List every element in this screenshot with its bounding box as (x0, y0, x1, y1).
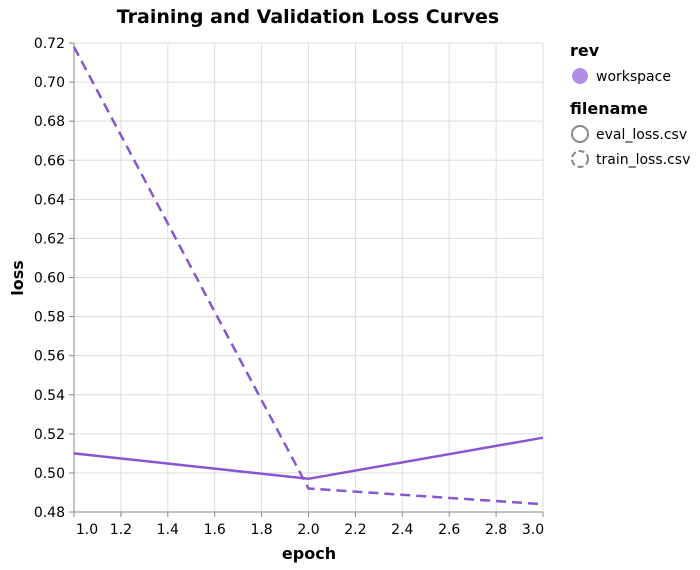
y-tick-label: 0.48 (34, 505, 65, 521)
x-tick-label: 3.0 (522, 522, 544, 538)
x-tick-label: 2.6 (438, 522, 460, 538)
y-tick-label: 0.52 (34, 427, 65, 443)
y-tick-label: 0.62 (34, 231, 65, 247)
x-tick-label: 1.0 (76, 522, 98, 538)
x-tick-labels: 1.0 1.2 1.4 1.6 1.8 2.0 2.2 2.4 2.6 2.8 3.0 (76, 522, 544, 538)
legend-label-train-loss: train_loss.csv (596, 152, 690, 168)
legend-symbol-eval-loss (571, 125, 589, 143)
x-tick-label: 2.4 (391, 522, 413, 538)
y-tick-label: 0.56 (34, 349, 65, 365)
y-tick-label: 0.68 (34, 114, 65, 130)
legend-symbol-train-loss (571, 150, 589, 168)
series-line-eval-loss (73, 436, 544, 481)
y-tick-label: 0.54 (34, 388, 65, 404)
series-line-train-loss (72, 46, 544, 506)
x-tick-label: 1.4 (157, 522, 179, 538)
series-layer (72, 46, 544, 506)
legend-swatch-workspace (572, 68, 588, 84)
x-tick-label: 1.2 (110, 522, 132, 538)
y-tick-label: 0.70 (34, 75, 65, 91)
legend-title-filename: filename (570, 99, 648, 118)
y-tick-label: 0.66 (34, 153, 65, 169)
y-axis-title: loss (8, 260, 27, 296)
grid (73, 42, 544, 513)
x-axis-title: epoch (282, 544, 336, 563)
x-tick-label: 1.6 (204, 522, 226, 538)
y-tick-label: 0.58 (34, 310, 65, 326)
y-tick-label: 0.60 (34, 271, 65, 287)
y-tick-label: 0.72 (34, 36, 65, 52)
legend-label-eval-loss: eval_loss.csv (596, 127, 687, 143)
x-tick-label: 2.8 (485, 522, 507, 538)
y-tick-labels: 0.48 0.50 0.52 0.54 0.56 0.58 0.60 0.62 0.64 0.66… (34, 36, 65, 521)
chart-title: Training and Validation Loss Curves (117, 6, 499, 28)
x-tick-label: 2.2 (344, 522, 366, 538)
legend: rev workspace filename eval_loss.csv tra… (570, 41, 690, 168)
x-tick-label: 1.8 (250, 522, 272, 538)
y-tick-label: 0.50 (34, 466, 65, 482)
legend-title-rev: rev (570, 41, 600, 60)
x-tick-label: 2.0 (297, 522, 319, 538)
y-tick-label: 0.64 (34, 192, 65, 208)
legend-label-workspace: workspace (596, 69, 671, 85)
axes (69, 42, 544, 517)
